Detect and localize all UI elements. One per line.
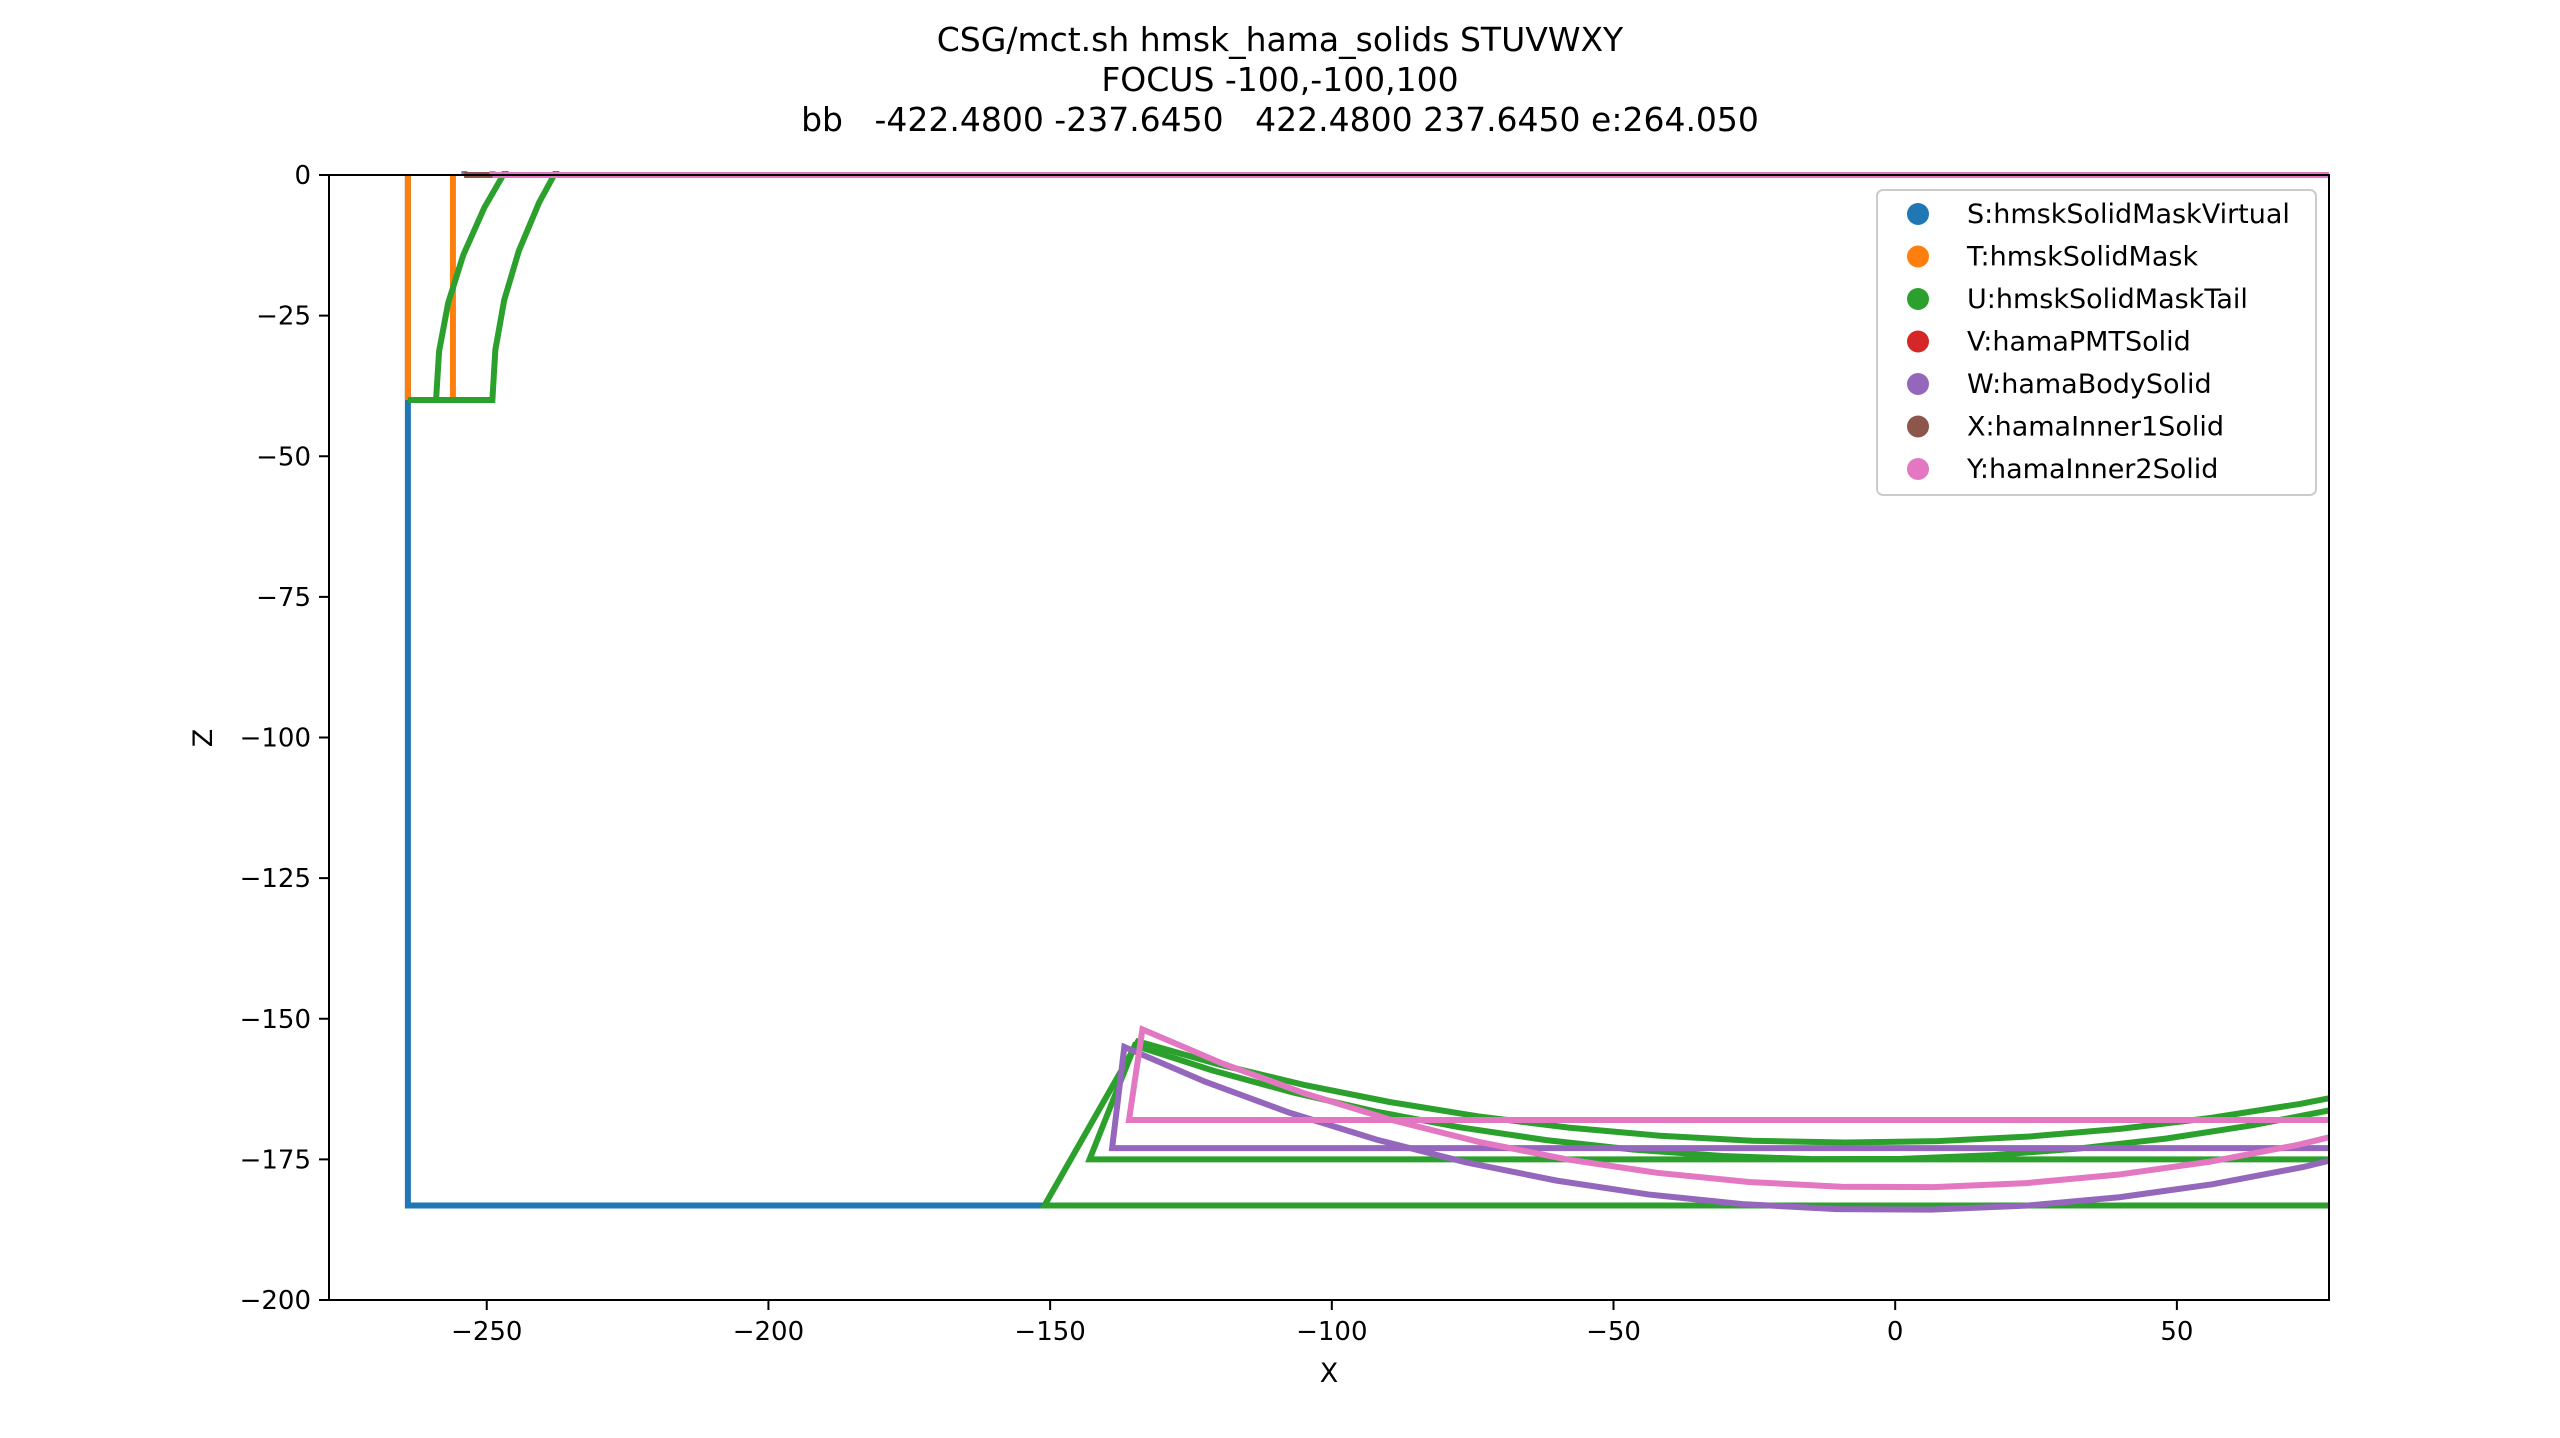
y-tick-label: −25 [256,302,311,332]
y-tick-label: 0 [294,161,311,191]
legend-marker-icon [1907,203,1929,225]
chart-title-line-3: bb -422.4800 -237.6450 422.4800 237.6450… [801,100,1759,139]
series-line-u-1 [407,171,2329,1163]
legend-marker-icon [1907,373,1929,395]
y-tick-label: −150 [240,1005,311,1035]
legend-marker-icon [1907,458,1929,480]
x-axis-label: X [1320,1358,1339,1389]
y-axis-label: Z [188,729,219,748]
series-layer [404,171,2329,1213]
y-tick-label: −175 [240,1145,311,1175]
y-tick-label: −200 [240,1286,311,1316]
y-tick-label: −125 [240,864,311,894]
legend-entry-label: Y:hamaInner2Solid [1966,454,2218,485]
legend-marker-icon [1907,330,1929,353]
legend-entry-label: S:hmskSolidMaskVirtual [1967,199,2290,230]
x-tick-label: 50 [2160,1317,2193,1347]
legend-entry-label: U:hmskSolidMaskTail [1967,284,2248,315]
chart-title-line-1: CSG/mct.sh hmsk_hama_solids STUVWXY [936,20,1624,59]
y-axis: 0 −25 −50 −75 −100 −125 −150 −175 −200 [240,161,329,1316]
x-axis: −250 −200 −150 −100 −50 0 50 [451,1300,2193,1347]
y-tick-label: −50 [256,442,311,472]
legend-marker-icon [1907,245,1929,268]
x-tick-label: −150 [1014,1317,1085,1347]
x-tick-label: −250 [451,1317,522,1347]
legend-marker-icon [1907,288,1929,310]
legend-box [1876,189,2317,496]
series-line-y-2 [489,171,2329,1191]
y-tick-label: −100 [240,724,311,754]
legend-entry-label: W:hamaBodySolid [1967,369,2212,400]
series-line-w-1 [461,171,2329,1213]
chart-title-line-2: FOCUS -100,-100,100 [1101,60,1459,99]
chart-title: CSG/mct.sh hmsk_hama_solids STUVWXY FOCU… [0,20,2560,140]
legend-marker-icon [1907,415,1929,438]
x-tick-label: −200 [733,1317,804,1347]
y-tick-label: −75 [256,583,311,613]
x-tick-label: −100 [1296,1317,1367,1347]
legend-entry-label: T:hmskSolidMask [1966,242,2198,273]
series-line-u-2 [407,171,2329,1209]
legend-entry-label: X:hamaInner1Solid [1967,412,2224,443]
legend: S:hmskSolidMaskVirtual T:hmskSolidMask U:h… [1876,189,2317,496]
x-tick-label: −50 [1586,1317,1641,1347]
x-tick-label: 0 [1887,1317,1904,1347]
legend-entry-label: V:hamaPMTSolid [1967,327,2191,358]
